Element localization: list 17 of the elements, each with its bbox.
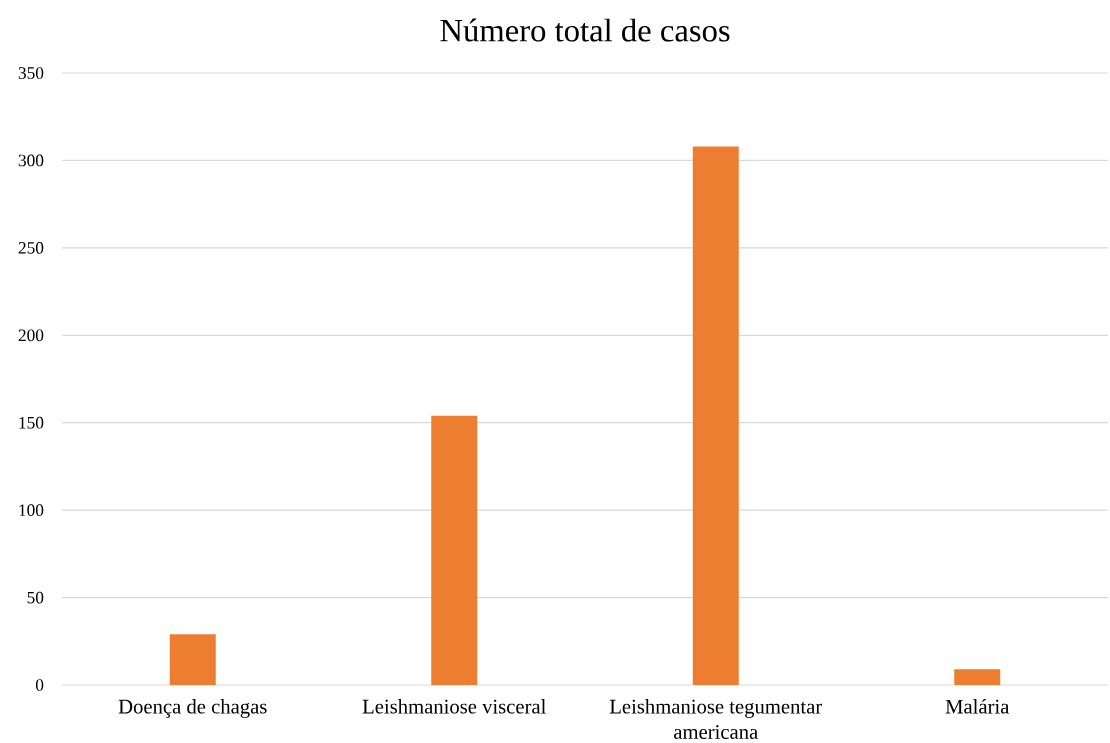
x-tick-label: Leishmaniose tegumentar americana <box>609 699 823 739</box>
bar <box>954 669 1001 685</box>
y-tick-label: 150 <box>19 416 44 429</box>
bar <box>692 146 739 685</box>
y-tick-label: 0 <box>35 679 44 691</box>
chart-title: Número total de casos <box>440 18 730 42</box>
y-tick-label: 350 <box>18 67 44 79</box>
y-tick-label: 100 <box>19 504 44 516</box>
x-tick-label: Leishmaniose visceral <box>362 699 546 714</box>
y-tick-label: 300 <box>18 154 44 167</box>
y-tick-label: 50 <box>27 591 44 604</box>
x-tick-label: Malária <box>945 699 1010 714</box>
bar <box>431 415 478 685</box>
y-tick-label: 200 <box>18 329 44 342</box>
y-tick-label: 250 <box>18 242 44 254</box>
bar <box>169 634 216 685</box>
x-tick-label: Doença de chagas <box>118 699 267 718</box>
